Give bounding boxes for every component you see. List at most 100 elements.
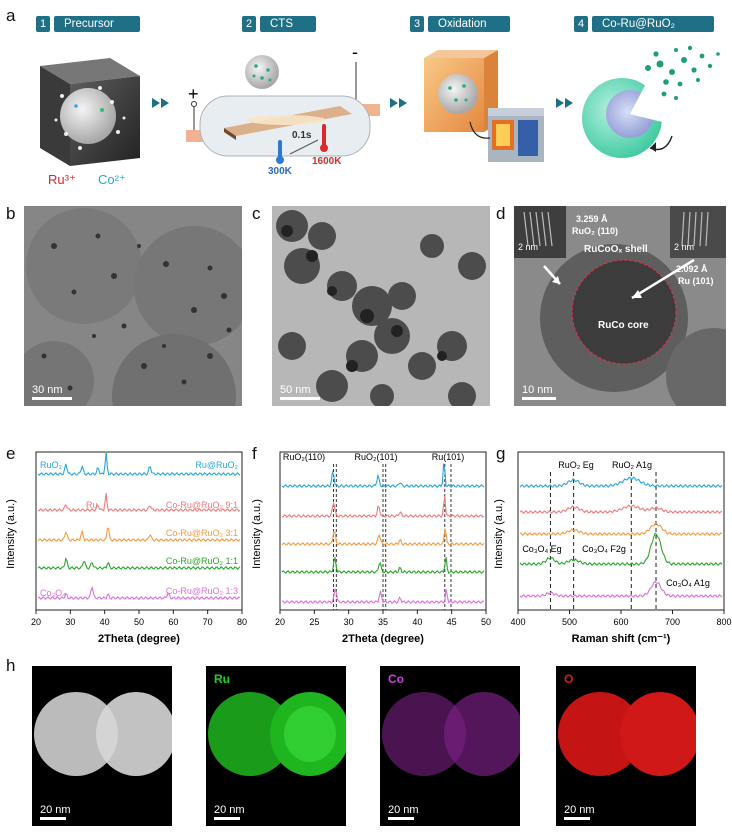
- x-tick-label: 20: [275, 617, 285, 627]
- tem-particles-c: [272, 206, 490, 406]
- minus-sign: -: [352, 42, 358, 62]
- xrd-curve: [281, 463, 485, 489]
- xrd-curve: [37, 493, 241, 513]
- temp-high: 1600K: [312, 156, 342, 167]
- scale-bar-ru: [214, 817, 240, 820]
- step-label: Precursor: [54, 16, 140, 32]
- x-tick-label: 30: [65, 617, 75, 627]
- x-tick-label: 20: [31, 617, 41, 627]
- raman-curve: [519, 580, 723, 599]
- x-tick-label: 45: [447, 617, 457, 627]
- annot-co3o4-a1g: Co₃O₄ A1g: [666, 578, 710, 588]
- step-4: 4 Co-Ru@RuO₂: [574, 16, 714, 32]
- map-o-dots: [558, 692, 696, 776]
- annot-ruo2-eg: RuO₂ Eg: [558, 460, 594, 470]
- x-tick-label: 80: [237, 617, 247, 627]
- scale-label-haadf: 20 nm: [40, 804, 71, 816]
- x-tick-label: 50: [481, 617, 491, 627]
- panel-label-f: f: [252, 444, 257, 463]
- scale-bar-b: [32, 397, 72, 400]
- pulse-time: 0.1s: [292, 130, 312, 141]
- inset-scale-left: 2 nm: [518, 242, 539, 252]
- x-tick-label: 30: [344, 617, 354, 627]
- chart-g-xlabel: Raman shift (cm⁻¹): [572, 633, 671, 645]
- chart-f-xlabel: 2Theta (degree): [342, 633, 424, 645]
- chart-g-ylabel: Intensity (a.u.): [493, 499, 505, 569]
- shell-label: RuCoOₓ shell: [584, 244, 648, 255]
- map-ru-label: Ru: [214, 672, 230, 686]
- inset-left: [514, 206, 566, 258]
- plus-sign: +: [188, 84, 199, 104]
- map-ru: Ru 20 nm: [206, 666, 346, 826]
- arrow-1-icon: [152, 98, 169, 108]
- xrd-curve: [37, 557, 241, 571]
- raman-curve: [519, 476, 723, 489]
- inset-right: [670, 206, 726, 258]
- core-shell-particle: [582, 45, 720, 158]
- annot-co3o4: Co₃O₄: [40, 588, 66, 598]
- annot-ru: Ru: [86, 500, 98, 510]
- haadf-particles: [34, 692, 172, 776]
- xrd-curve: [281, 528, 485, 547]
- map-co-label: Co: [388, 672, 404, 686]
- arrow-3-icon: [556, 98, 573, 108]
- step-2: 2 CTS: [242, 16, 316, 32]
- annot-ruo2-a1g: RuO₂ A1g: [612, 460, 652, 470]
- spacing-left: 3.259 Å: [576, 214, 608, 224]
- panel-label-a: a: [6, 6, 16, 25]
- panel-label-g: g: [496, 444, 506, 463]
- xrd-curve: [281, 588, 485, 605]
- step-number: 4: [574, 16, 588, 32]
- spacing-right: 2.092 Å: [676, 264, 708, 274]
- chart-e-xlabel: 2Theta (degree): [98, 633, 180, 645]
- x-tick-label: 600: [613, 617, 628, 627]
- plane-left: RuO₂ (110): [572, 226, 619, 236]
- cts-reactor: [186, 55, 380, 157]
- scale-bar-o: [564, 817, 590, 820]
- panel-label-c: c: [252, 204, 261, 223]
- x-tick-label: 25: [309, 617, 319, 627]
- annot-ruo2: RuO₂: [40, 460, 63, 470]
- x-tick-label: 800: [716, 617, 731, 627]
- tem-particles-b: [24, 206, 242, 406]
- raman-curve: [519, 504, 723, 515]
- panel-label-h: h: [6, 656, 16, 675]
- map-o: O 20 nm: [556, 666, 696, 826]
- x-tick-label: 35: [378, 617, 388, 627]
- tem-image-d: 2 nm 2 nm 3.259 Å RuO₂ (110) RuCoOₓ shel…: [514, 206, 726, 406]
- scale-bar-d: [522, 397, 556, 400]
- inset-scale-right: 2 nm: [674, 242, 695, 252]
- x-tick-label: 40: [100, 617, 110, 627]
- scale-bar-haadf: [40, 817, 66, 820]
- series-label-3: Co-Ru@RuO₂ 3:1: [166, 528, 238, 538]
- scale-bar-c: [280, 397, 320, 400]
- step-1: 1 Precursor: [36, 16, 140, 32]
- precursor-cube: [40, 58, 140, 166]
- arrow-2-icon: [390, 98, 407, 108]
- step-label: Co-Ru@RuO₂: [592, 16, 714, 32]
- xrd-curve: [37, 585, 241, 601]
- xrd-curve: [281, 496, 485, 519]
- annot-co3o4-eg: Co₃O₄ Eg: [522, 544, 561, 554]
- series-label-5: Co-Ru@RuO₂ 1:3: [166, 586, 238, 596]
- annot-ruo2-110: RuO₂(110): [283, 452, 325, 462]
- scale-label-co: 20 nm: [388, 804, 419, 816]
- heating-arrow-icon: [289, 139, 319, 155]
- xrd-curve: [281, 557, 485, 575]
- map-co-dots: [382, 692, 520, 776]
- scale-label-d: 10 nm: [522, 384, 553, 396]
- hrtem-particle-d: [514, 206, 726, 406]
- scale-label-ru: 20 nm: [214, 804, 245, 816]
- chart-f: 20 25 30 35 40 45 50 Intensity (a.u.) 2Theta (…: [251, 451, 491, 645]
- ru-ion-label: Ru³⁺: [48, 172, 76, 187]
- panel-label-b: b: [6, 204, 16, 223]
- temp-low: 300K: [268, 166, 293, 177]
- panel-label-e: e: [6, 444, 16, 463]
- annot-ru-101: Ru(101): [432, 452, 465, 462]
- x-tick-label: 60: [168, 617, 178, 627]
- step-number: 3: [410, 16, 424, 32]
- step-label: Oxidation: [428, 16, 510, 32]
- chart-e: 20 30 40 50 60 70 80 Intensity (a.u.) 2Theta (…: [5, 451, 247, 645]
- x-tick-label: 400: [510, 617, 525, 627]
- annot-ruo2-101: RuO₂(101): [354, 452, 397, 462]
